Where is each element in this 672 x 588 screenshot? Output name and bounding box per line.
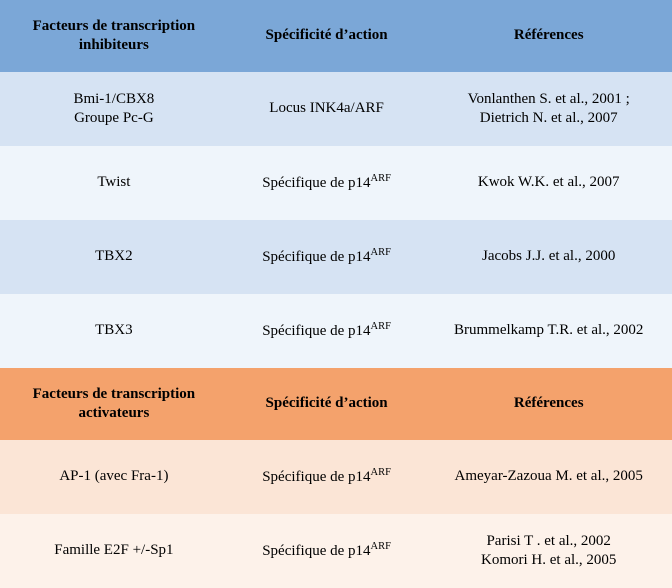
specificity: Spécifique de p14ARF: [228, 294, 426, 368]
factor-name: TBX2: [0, 220, 228, 294]
spec-text: Spécifique de p14: [262, 543, 370, 559]
references: Kwok W.K. et al., 2007: [425, 146, 672, 220]
spec-sup: ARF: [371, 467, 391, 478]
references: Parisi T . et al., 2002Komori H. et al.,…: [425, 514, 672, 588]
header-inhibitors-col1: Facteurs de transcription inhibiteurs: [0, 0, 228, 72]
spec-text: Spécifique de p14: [262, 175, 370, 191]
references: Vonlanthen S. et al., 2001 ;Dietrich N. …: [425, 72, 672, 146]
factor-name: Twist: [0, 146, 228, 220]
references: Jacobs J.J. et al., 2000: [425, 220, 672, 294]
references: Ameyar-Zazoua M. et al., 2005: [425, 440, 672, 514]
references: Brummelkamp T.R. et al., 2002: [425, 294, 672, 368]
spec-sup: ARF: [371, 247, 391, 258]
spec-text: Spécifique de p14: [262, 469, 370, 485]
transcription-factors-table: Facteurs de transcription inhibiteurs Sp…: [0, 0, 672, 588]
spec-sup: ARF: [371, 321, 391, 332]
header-activators-col2: Spécificité d’action: [228, 368, 426, 440]
specificity: Spécifique de p14ARF: [228, 514, 426, 588]
header-activators-col1: Facteurs de transcription activateurs: [0, 368, 228, 440]
table-row: AP-1 (avec Fra-1) Spécifique de p14ARF A…: [0, 440, 672, 514]
table-row: Bmi-1/CBX8Groupe Pc-G Locus INK4a/ARF Vo…: [0, 72, 672, 146]
spec-sup: ARF: [371, 541, 391, 552]
header-inhibitors-col2: Spécificité d’action: [228, 0, 426, 72]
specificity: Locus INK4a/ARF: [228, 72, 426, 146]
factor-name: TBX3: [0, 294, 228, 368]
factor-name: AP-1 (avec Fra-1): [0, 440, 228, 514]
factor-name: Famille E2F +/-Sp1: [0, 514, 228, 588]
spec-text: Spécifique de p14: [262, 323, 370, 339]
table-row: TBX2 Spécifique de p14ARF Jacobs J.J. et…: [0, 220, 672, 294]
header-row-activators: Facteurs de transcription activateurs Sp…: [0, 368, 672, 440]
header-row-inhibitors: Facteurs de transcription inhibiteurs Sp…: [0, 0, 672, 72]
table-row: TBX3 Spécifique de p14ARF Brummelkamp T.…: [0, 294, 672, 368]
spec-text: Spécifique de p14: [262, 249, 370, 265]
table-row: Famille E2F +/-Sp1 Spécifique de p14ARF …: [0, 514, 672, 588]
specificity: Spécifique de p14ARF: [228, 220, 426, 294]
header-activators-col3: Références: [425, 368, 672, 440]
specificity: Spécifique de p14ARF: [228, 440, 426, 514]
table-row: Twist Spécifique de p14ARF Kwok W.K. et …: [0, 146, 672, 220]
factor-name: Bmi-1/CBX8Groupe Pc-G: [0, 72, 228, 146]
header-inhibitors-col3: Références: [425, 0, 672, 72]
spec-sup: ARF: [371, 173, 391, 184]
specificity: Spécifique de p14ARF: [228, 146, 426, 220]
